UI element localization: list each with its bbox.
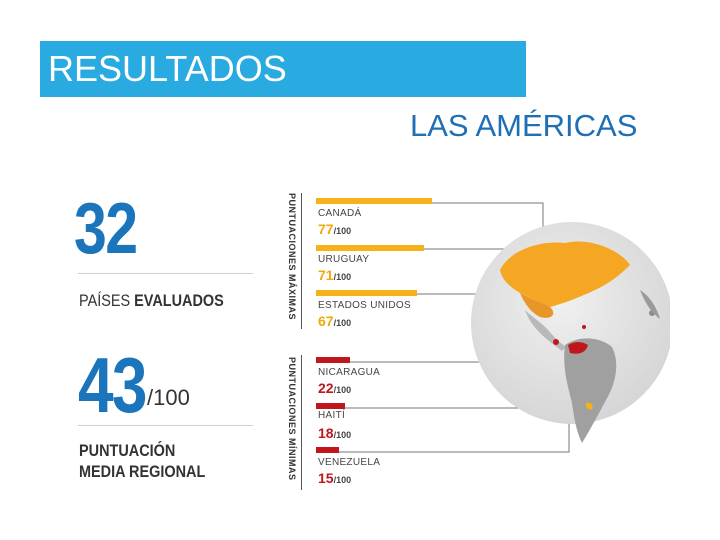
- score-bar-usa: [316, 290, 417, 296]
- average-denominator: /100: [147, 385, 190, 410]
- score-bar-uruguay: [316, 245, 424, 251]
- score-bar-canada: [316, 198, 432, 204]
- evaluated-count: 32: [74, 189, 138, 269]
- score-denominator: /100: [333, 385, 352, 395]
- score-denominator: /100: [333, 430, 352, 440]
- max-scores-label: PUNTUACIONES MÁXIMAS: [287, 193, 297, 321]
- evaluated-caption-light: PAÍSES: [79, 291, 135, 310]
- region-subtitle: LAS AMÉRICAS: [410, 108, 638, 143]
- score-value: 67: [318, 313, 334, 329]
- average-caption-line1: PUNTUACIÓN: [79, 441, 176, 460]
- score-denominator: /100: [333, 226, 352, 236]
- score-value: 22: [318, 380, 334, 396]
- score-denominator: /100: [333, 318, 352, 328]
- score-bar-nicaragua: [316, 357, 350, 363]
- country-label: VENEZUELA: [318, 457, 381, 468]
- average-caption-line2: MEDIA REGIONAL: [79, 462, 206, 481]
- divider: [78, 425, 253, 426]
- score-value: 18: [318, 425, 334, 441]
- country-score: 22/100: [318, 380, 351, 396]
- score-value: 15: [318, 470, 334, 486]
- country-label: URUGUAY: [318, 254, 370, 265]
- score-value: 71: [318, 267, 334, 283]
- score-denominator: /100: [333, 475, 352, 485]
- country-score: 77/100: [318, 221, 351, 237]
- min-scores-label: PUNTUACIONES MÍNIMAS: [287, 357, 297, 481]
- bracket-line: [301, 355, 302, 490]
- country-score: 67/100: [318, 313, 351, 329]
- page-title: RESULTADOS: [48, 48, 287, 89]
- score-denominator: /100: [333, 272, 352, 282]
- title-banner: RESULTADOS: [40, 41, 526, 97]
- evaluated-caption-bold: EVALUADOS: [134, 291, 224, 310]
- americas-globe-map: [471, 222, 670, 443]
- evaluated-caption: PAÍSES EVALUADOS: [79, 291, 224, 311]
- score-bar-haiti: [316, 403, 345, 409]
- country-score: 15/100: [318, 470, 351, 486]
- country-label: NICARAGUA: [318, 367, 381, 378]
- score-value: 77: [318, 221, 334, 237]
- average-score: 43: [78, 341, 148, 429]
- country-score: 18/100: [318, 425, 351, 441]
- country-label: CANADÁ: [318, 208, 362, 219]
- country-label: ESTADOS UNIDOS: [318, 300, 411, 311]
- bracket-line: [301, 193, 302, 329]
- country-label: HAITÍ: [318, 410, 346, 421]
- divider: [78, 273, 253, 274]
- score-bar-venezuela: [316, 447, 339, 453]
- country-score: 71/100: [318, 267, 351, 283]
